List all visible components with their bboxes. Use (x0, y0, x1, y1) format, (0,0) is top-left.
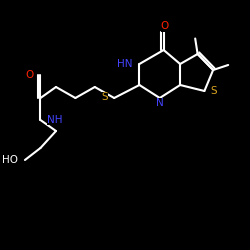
Text: S: S (210, 86, 217, 96)
Text: HO: HO (2, 155, 18, 165)
Text: NH: NH (47, 115, 63, 125)
Text: O: O (25, 70, 33, 80)
Text: HN: HN (117, 59, 132, 69)
Text: O: O (161, 22, 169, 32)
Text: S: S (102, 92, 108, 102)
Text: N: N (156, 98, 164, 108)
